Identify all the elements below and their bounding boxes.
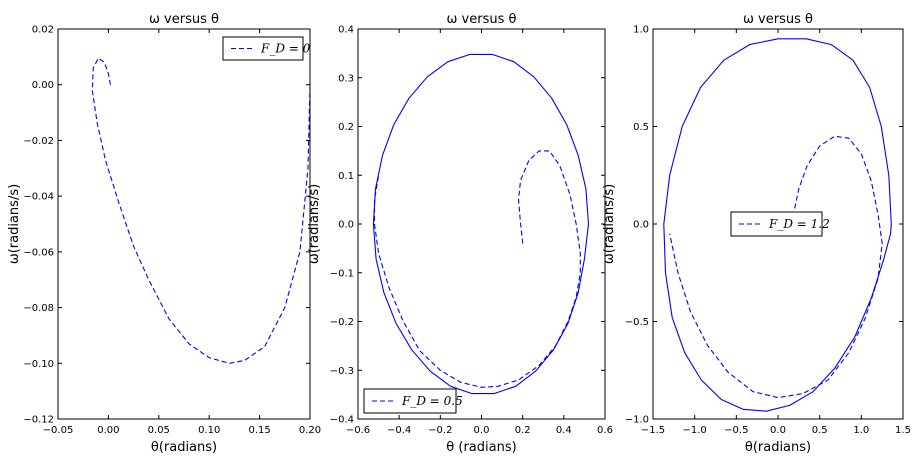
y-tick-label: 0.02 — [32, 25, 54, 36]
y-axis-label: ω(radians/s) — [307, 184, 322, 264]
y-tick-label: 0.3 — [338, 73, 354, 84]
series-line-1 — [669, 135, 883, 399]
legend-box — [222, 36, 304, 61]
plot-frame — [357, 28, 606, 420]
x-tick-label: 0.00 — [97, 425, 119, 436]
y-tick-label: 0.0 — [633, 220, 649, 231]
y-tick-label: 0.00 — [32, 80, 54, 91]
chart-panel-3: −1.5 −1.0 −0.5 0.0 0.5 1.0 1.5−1.0−0.50.00.51.… — [602, 12, 911, 455]
legend: F_D = 0 — [222, 36, 311, 61]
x-tick-label: 0.0 — [770, 425, 786, 436]
x-tick-label: −1.5 — [641, 425, 665, 436]
y-tick-label: −0.10 — [23, 359, 54, 370]
x-tick-label: −0.5 — [724, 425, 748, 436]
y-tick-label: 1.0 — [633, 25, 649, 36]
x-tick-label: 0.2 — [515, 425, 531, 436]
legend-label: F_D = 0 — [260, 42, 311, 56]
series-line-2 — [663, 38, 892, 412]
y-tick-label: 0.5 — [633, 122, 649, 133]
legend-label: F_D = 0.5 — [401, 394, 463, 408]
series-line-2 — [372, 53, 590, 395]
x-tick-label: 0.6 — [597, 425, 613, 436]
y-tick-label: −0.08 — [23, 303, 54, 314]
x-axis-label: θ (radians) — [446, 440, 516, 455]
y-axis-label: ω(radians/s) — [7, 184, 22, 264]
legend-box — [363, 388, 457, 414]
x-tick-label: 1.0 — [853, 425, 869, 436]
chart-title: ω versus θ — [447, 12, 517, 27]
x-tick-label: 0.4 — [556, 425, 572, 436]
x-tick-label: 0.05 — [148, 425, 170, 436]
y-axis-label: ω(radians/s) — [602, 184, 617, 264]
chart-panel-1: −0.05 0.00 0.05 0.10 0.15 0.20 −0.12 −0.10 −0.08… — [7, 12, 321, 455]
x-axis-label: θ(radians) — [745, 440, 811, 455]
x-tick-label: 0.20 — [299, 425, 321, 436]
series-line-1 — [91, 57, 310, 364]
chart-panel-2: −0.6 −0.4 −0.2 0.0 0.2 0.4 0.6−0.4−0.3−0.2−0.1… — [307, 12, 613, 455]
chart-title: ω versus θ — [743, 12, 813, 27]
x-tick-label: −0.05 — [43, 425, 74, 436]
x-tick-label: −1.0 — [683, 425, 707, 436]
legend: F_D = 0.5 — [363, 388, 463, 414]
y-tick-label: 0.0 — [338, 220, 354, 231]
legend: F_D = 1.2 — [730, 211, 830, 237]
y-tick-label: −0.02 — [23, 136, 54, 147]
x-axis-label: θ(radians) — [151, 440, 217, 455]
series-line-1 — [373, 150, 581, 388]
x-tick-label: 0.10 — [198, 425, 220, 436]
y-tick-label: −1.0 — [625, 415, 649, 426]
chart-title: ω versus θ — [149, 12, 219, 27]
x-tick-label: 0.0 — [474, 425, 490, 436]
x-tick-label: 1.5 — [895, 425, 911, 436]
y-tick-label: −0.1 — [330, 268, 354, 279]
y-tick-label: −0.12 — [23, 415, 54, 426]
x-tick-label: 0.15 — [248, 425, 270, 436]
plot-frame — [57, 28, 311, 420]
x-tick-label: −0.6 — [346, 425, 370, 436]
x-tick-label: −0.4 — [387, 425, 411, 436]
x-tick-label: 0.5 — [812, 425, 828, 436]
y-tick-label: −0.3 — [330, 366, 354, 377]
y-tick-label: −0.2 — [330, 317, 354, 328]
y-tick-label: 0.4 — [338, 25, 354, 36]
y-tick-label: −0.06 — [23, 247, 54, 258]
y-tick-label: −0.5 — [625, 317, 649, 328]
legend-box — [730, 211, 823, 237]
y-tick-label: −0.4 — [330, 415, 354, 426]
x-tick-label: −0.2 — [428, 425, 452, 436]
legend-label: F_D = 1.2 — [768, 217, 830, 231]
y-tick-label: 0.1 — [338, 171, 354, 182]
y-tick-label: −0.04 — [23, 192, 54, 203]
y-tick-label: 0.2 — [338, 122, 354, 133]
